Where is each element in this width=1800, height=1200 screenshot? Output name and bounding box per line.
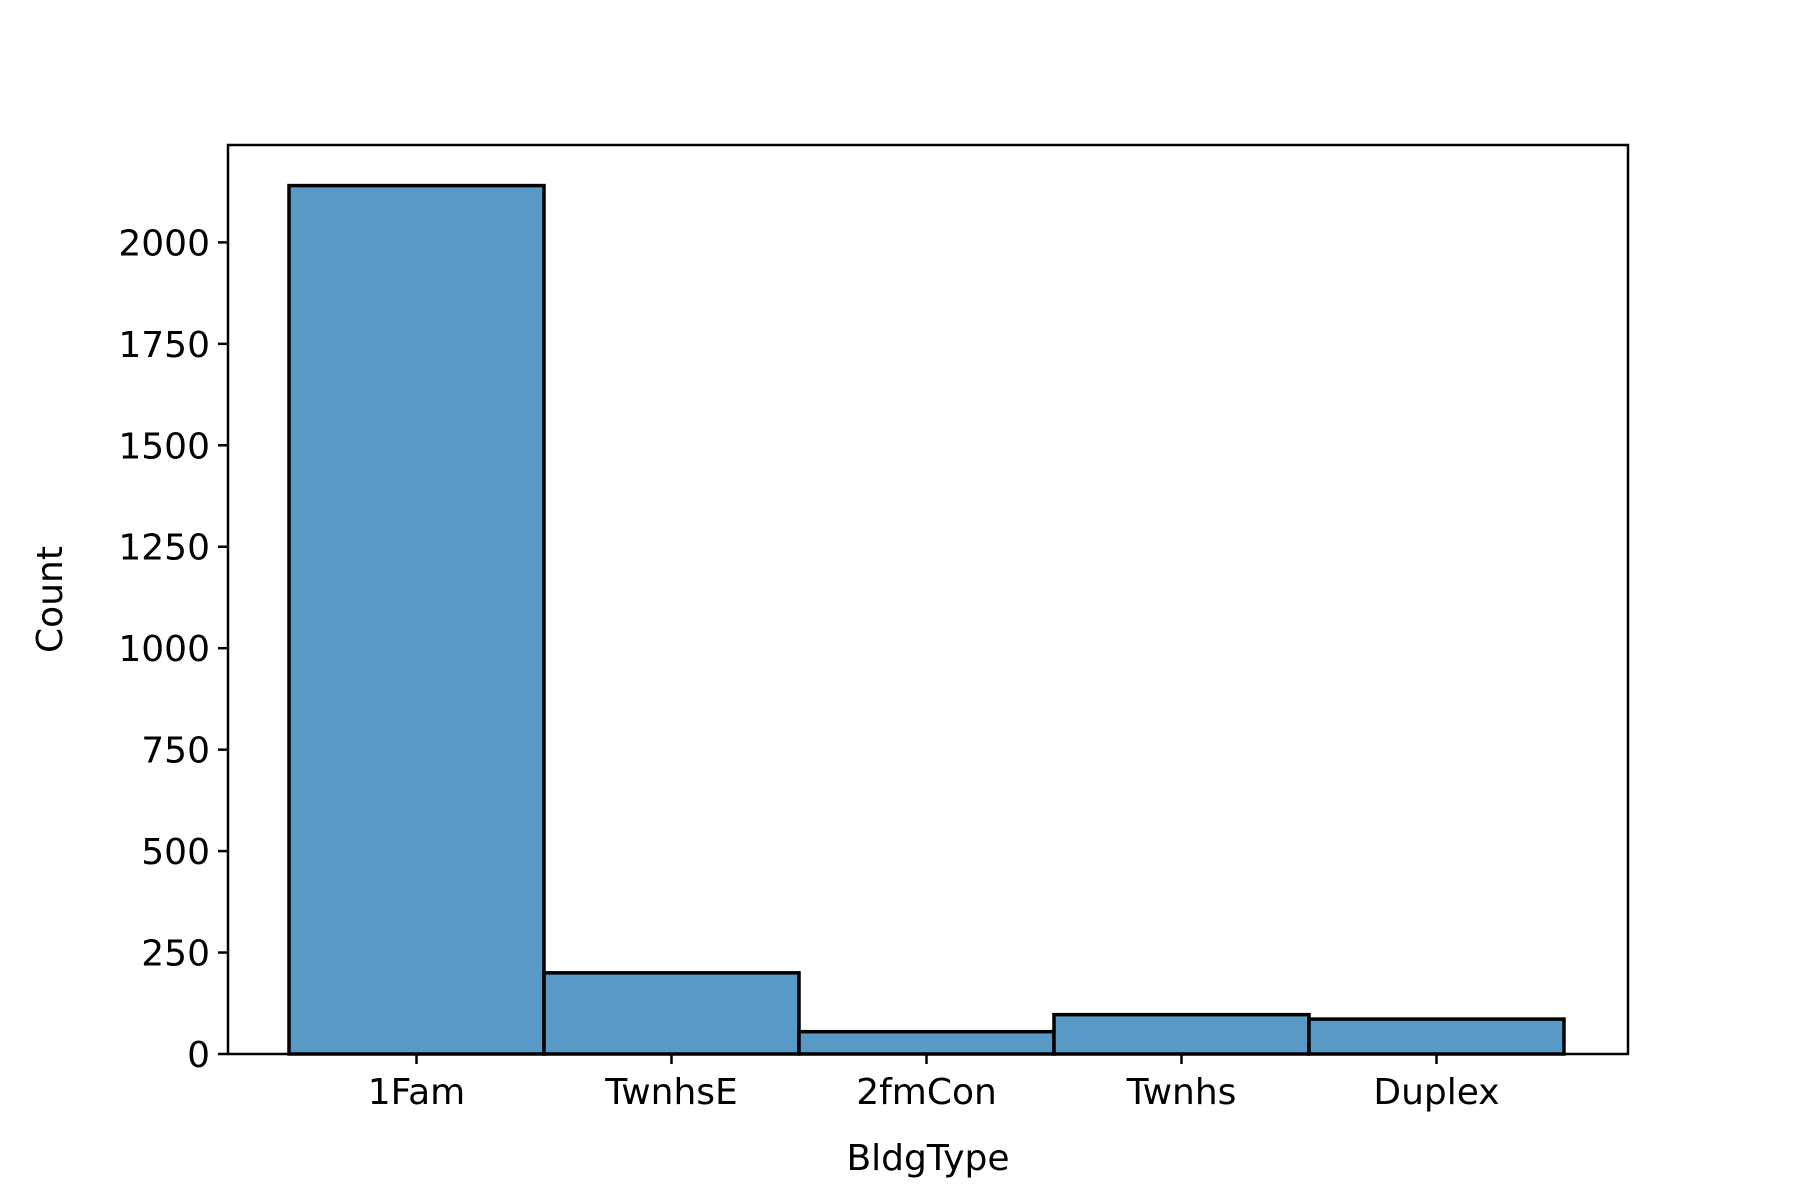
y-tick-label: 0 (187, 1035, 210, 1076)
y-axis-label: Count (30, 546, 71, 653)
bar-1fam (287, 183, 546, 1056)
plot-frame (226, 143, 1630, 1056)
bar-twnhs (1052, 1012, 1311, 1056)
y-tick-label: 1500 (118, 426, 210, 467)
y-tick-label: 500 (141, 832, 210, 873)
y-tick-label: 750 (141, 731, 210, 772)
y-axis-ticks: 0 250 500 750 1000 1250 1500 1750 2000 (118, 223, 228, 1076)
bar-twnhse (542, 971, 801, 1056)
x-tick-label: 1Fam (368, 1072, 465, 1113)
y-tick-label: 1000 (118, 629, 210, 670)
x-axis-label: BldgType (846, 1138, 1009, 1179)
x-tick-label: TwnhsE (604, 1072, 738, 1113)
x-tick-label: Duplex (1373, 1072, 1499, 1113)
bars-group (287, 183, 1566, 1056)
y-tick-label: 2000 (118, 223, 210, 264)
y-tick-label: 1250 (118, 528, 210, 569)
y-tick-label: 250 (141, 934, 210, 975)
x-tick-label: Twnhs (1126, 1072, 1237, 1113)
x-axis-ticks: 1Fam TwnhsE 2fmCon Twnhs Duplex (368, 1054, 1500, 1113)
x-tick-label: 2fmCon (856, 1072, 997, 1113)
bar-duplex (1307, 1017, 1566, 1056)
bar-2fmcon (797, 1029, 1056, 1056)
y-tick-label: 1750 (118, 325, 210, 366)
